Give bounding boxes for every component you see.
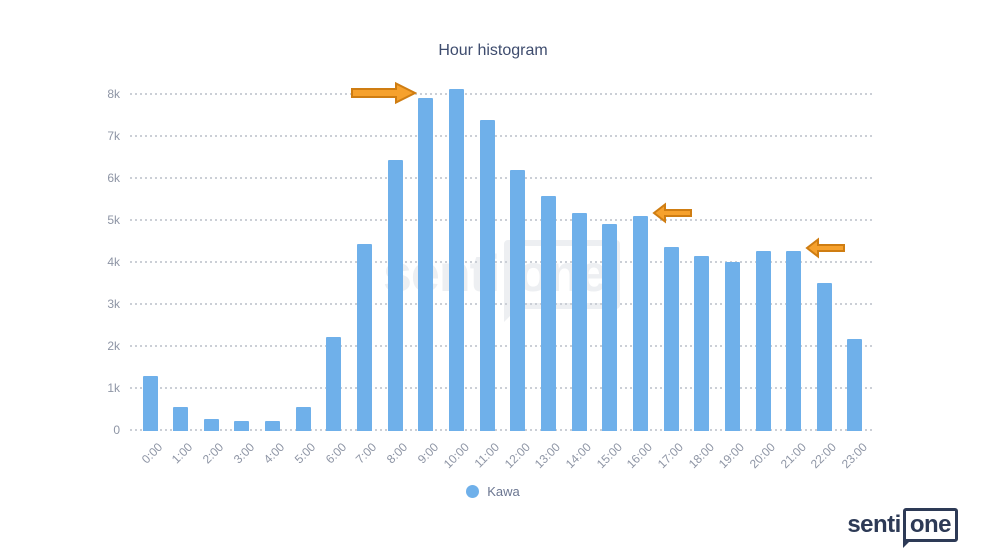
y-axis-tick-7k: 7k: [107, 129, 120, 143]
y-axis-tick-0: 0: [113, 423, 120, 437]
bar-6:00[interactable]: [326, 337, 342, 431]
gridline-7k: [130, 135, 875, 137]
logo-senti-text: senti: [847, 511, 901, 539]
x-axis-label-7:00: 7:00: [353, 440, 380, 467]
x-axis-label-1:00: 1:00: [169, 440, 196, 467]
bar-4:00[interactable]: [265, 420, 281, 431]
bar-10:00[interactable]: [449, 88, 465, 431]
x-axis-label-21:00: 21:00: [777, 440, 809, 472]
arrow-annotation-left-21:00: [805, 237, 846, 259]
bar-0:00[interactable]: [142, 376, 158, 431]
chart-title: Hour histogram: [438, 42, 548, 59]
x-axis-label-3:00: 3:00: [230, 440, 257, 467]
x-axis-label-9:00: 9:00: [414, 440, 441, 467]
legend-marker-icon: [466, 485, 480, 498]
x-axis-label-5:00: 5:00: [291, 440, 319, 467]
arrow-annotation-left-16:00: [652, 202, 692, 224]
legend-series-label: Kawa: [487, 484, 520, 499]
gridline-4k: [130, 261, 875, 263]
gridline-2k: [130, 345, 875, 347]
x-axis-label-22:00: 22:00: [808, 440, 840, 472]
gridline-1k: [130, 387, 875, 389]
x-axis-label-12:00: 12:00: [501, 440, 533, 472]
bar-5:00[interactable]: [295, 406, 311, 431]
gridline-3k: [130, 303, 875, 305]
gridline-5k: [130, 219, 875, 221]
sentione-logo: senti one: [847, 508, 958, 548]
gridline-6k: [130, 177, 875, 179]
bar-20:00[interactable]: [755, 250, 771, 431]
bar-22:00[interactable]: [816, 282, 832, 431]
x-axis-label-6:00: 6:00: [322, 440, 349, 467]
bar-9:00[interactable]: [418, 97, 434, 431]
bar-16:00[interactable]: [632, 215, 648, 431]
x-axis-label-8:00: 8:00: [383, 440, 411, 467]
x-axis-label-4:00: 4:00: [261, 440, 288, 467]
bar-15:00[interactable]: [602, 224, 618, 431]
y-axis-tick-6k: 6k: [107, 171, 120, 185]
y-axis-tick-4k: 4k: [107, 255, 120, 269]
bar-11:00[interactable]: [479, 120, 495, 431]
bar-21:00[interactable]: [786, 250, 802, 431]
bar-8:00[interactable]: [387, 159, 403, 431]
logo-one-box: one: [902, 508, 958, 548]
bar-19:00[interactable]: [724, 262, 740, 431]
arrow-annotation-right-9:00: [351, 81, 418, 105]
plot-area: 0 1k 2k 3k 4k 5k 6k 7k 8k 0:00 1:00 2:00 3:00 4:00 5:0…: [107, 81, 875, 471]
bar-1:00[interactable]: [173, 406, 189, 431]
bar-23:00[interactable]: [847, 339, 863, 431]
x-axis-label-23:00: 23:00: [838, 440, 870, 472]
bar-18:00[interactable]: [694, 255, 710, 431]
x-axis-label-2:00: 2:00: [199, 440, 227, 467]
gridline-8k: [130, 93, 875, 95]
bar-7:00[interactable]: [357, 243, 373, 431]
x-axis-label-15:00: 15:00: [593, 440, 625, 472]
x-axis-label-10:00: 10:00: [440, 440, 472, 472]
bar-12:00[interactable]: [510, 170, 526, 431]
x-axis-label-13:00: 13:00: [532, 440, 564, 472]
bar-2:00[interactable]: [203, 418, 219, 431]
y-axis-tick-8k: 8k: [107, 87, 120, 101]
x-axis-label-18:00: 18:00: [685, 440, 717, 472]
bar-3:00[interactable]: [234, 421, 250, 431]
x-axis-label-20:00: 20:00: [746, 440, 778, 472]
gridline-0: [130, 429, 875, 431]
x-axis-label-17:00: 17:00: [654, 440, 686, 472]
x-axis-label-16:00: 16:00: [624, 440, 656, 472]
bar-13:00[interactable]: [540, 196, 556, 431]
y-axis-tick-1k: 1k: [107, 381, 120, 395]
bar-17:00[interactable]: [663, 246, 679, 431]
x-axis-label-19:00: 19:00: [716, 440, 748, 472]
y-axis-tick-5k: 5k: [107, 213, 120, 227]
x-axis-label-11:00: 11:00: [471, 440, 503, 471]
bar-14:00[interactable]: [571, 213, 587, 431]
x-axis-label-14:00: 14:00: [562, 440, 595, 472]
x-axis-label-0:00: 0:00: [138, 440, 165, 467]
legend[interactable]: Kawa: [0, 484, 986, 499]
y-axis-tick-2k: 2k: [107, 339, 120, 353]
y-axis-tick-3k: 3k: [107, 297, 120, 311]
